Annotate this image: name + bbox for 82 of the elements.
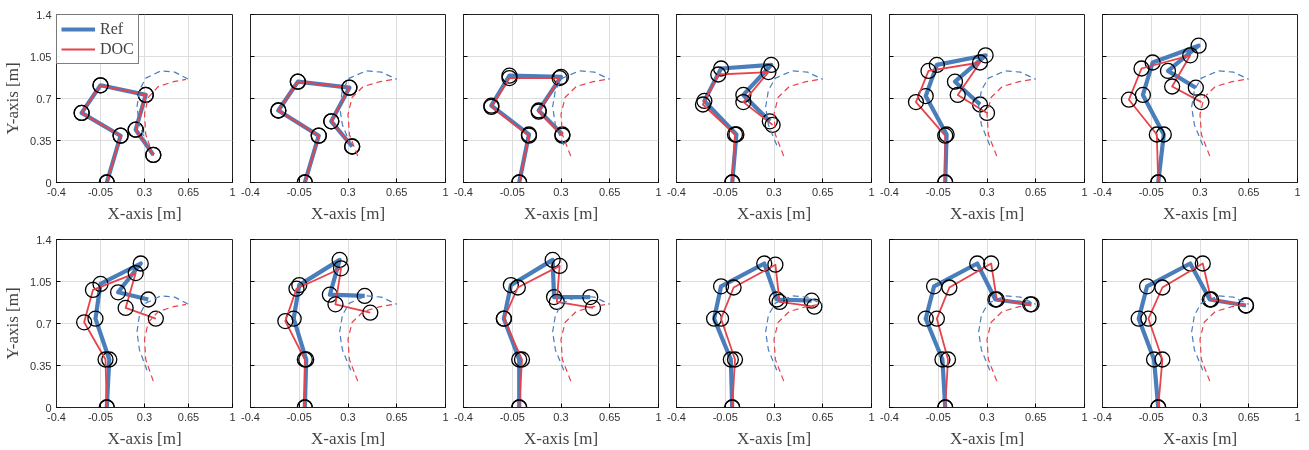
y-tick-label: 0.35 [30,134,52,147]
x-axis-title: X-axis [m] [523,428,599,448]
y-axis-title: Y-axis [m] [3,62,23,135]
y-tick-label: 0.7 [36,317,52,330]
x-tick-label: -0.05 [925,410,951,423]
x-axis-title: X-axis [m] [310,203,386,223]
x-tick-label: -0.05 [712,410,738,423]
x-tick-label: -0.4 [241,410,260,423]
y-tick-label: 1.4 [36,8,52,21]
x-tick-label: -0.4 [1093,185,1112,198]
x-tick-label: 1 [1081,185,1088,198]
x-tick-label: 1 [442,410,449,423]
legend-label: Ref [100,20,124,38]
x-tick-label: -0.05 [1138,410,1164,423]
x-tick-label: -0.05 [925,185,951,198]
x-tick-label: 1 [229,410,236,423]
x-tick-label: 0.3 [766,410,782,423]
x-tick-label: -0.4 [667,185,686,198]
x-tick-label: 0.3 [1192,410,1208,423]
x-tick-label: 1 [1294,410,1301,423]
x-tick-label: 0.3 [136,410,153,423]
x-tick-label: 0.3 [1192,185,1208,198]
x-axis-title: X-axis [m] [107,203,182,223]
x-tick-label: -0.4 [667,410,686,423]
x-tick-label: 0.65 [1238,185,1260,198]
x-tick-label: -0.05 [286,410,312,423]
x-tick-label: -0.4 [880,185,899,198]
x-tick-label: 0.3 [979,185,995,198]
x-axis-title: X-axis [m] [736,203,812,223]
y-tick-label: 1.05 [30,50,52,63]
x-tick-label: 1 [655,185,662,198]
x-tick-label: 0.65 [812,410,834,423]
x-axis-title: X-axis [m] [736,428,812,448]
x-tick-label: 0.65 [1025,410,1047,423]
y-tick-label: 0.7 [36,92,52,105]
x-tick-label: 0.3 [553,185,569,198]
x-tick-label: -0.05 [87,185,114,198]
x-tick-label: -0.4 [454,185,473,198]
x-tick-label: 0.65 [386,185,408,198]
x-tick-label: 0.65 [599,410,621,423]
x-tick-label: -0.4 [880,410,899,423]
x-tick-label: 1 [442,185,449,198]
x-tick-label: 0.3 [766,185,782,198]
x-tick-label: 0.3 [553,410,569,423]
x-tick-label: -0.4 [241,185,260,198]
x-tick-label: -0.4 [454,410,473,423]
x-axis-title: X-axis [m] [1162,203,1238,223]
x-tick-label: -0.05 [286,185,312,198]
x-tick-label: 0.3 [340,410,356,423]
x-axis-title: X-axis [m] [310,428,386,448]
legend-label: DOC [100,40,134,58]
x-tick-label: 1 [868,410,875,423]
x-tick-label: -0.05 [1138,185,1164,198]
x-tick-label: -0.05 [712,185,738,198]
x-axis-title: X-axis [m] [107,428,182,448]
y-tick-label: 1.4 [36,233,52,246]
x-tick-label: 0.65 [1238,410,1260,423]
x-tick-label: 0.3 [979,410,995,423]
x-tick-label: 1 [1081,410,1088,423]
x-tick-label: 0.3 [340,185,356,198]
x-tick-label: -0.4 [1093,410,1112,423]
x-tick-label: 0.65 [386,410,408,423]
y-axis-title: Y-axis [m] [3,287,23,360]
y-tick-label: 1.05 [30,275,52,288]
x-tick-label: 1 [868,185,875,198]
y-tick-label: 0.35 [30,359,52,372]
x-tick-label: -0.05 [499,185,525,198]
x-tick-label: 0.65 [1025,185,1047,198]
x-tick-label: 0.65 [177,185,200,198]
x-tick-label: -0.05 [87,410,114,423]
x-tick-label: 0.3 [136,185,153,198]
x-axis-title: X-axis [m] [949,428,1025,448]
x-tick-label: 1 [229,185,236,198]
x-tick-label: 1 [1294,185,1301,198]
x-axis-title: X-axis [m] [523,203,599,223]
x-axis-title: X-axis [m] [949,203,1025,223]
x-tick-label: 0.65 [177,410,200,423]
x-tick-label: 1 [655,410,662,423]
x-tick-label: 0.65 [812,185,834,198]
x-axis-title: X-axis [m] [1162,428,1238,448]
x-tick-label: 0.65 [599,185,621,198]
x-tick-label: -0.05 [499,410,525,423]
